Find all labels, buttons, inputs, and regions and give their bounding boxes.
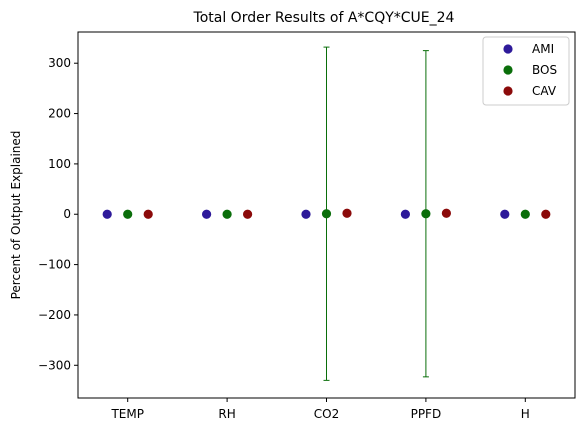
data-point-bos — [222, 209, 232, 219]
legend-label: AMI — [532, 42, 554, 56]
data-point-bos — [123, 209, 133, 219]
legend: AMI BOS CAV — [482, 36, 570, 106]
y-tick-label: −300 — [38, 358, 71, 372]
y-axis-label: Percent of Output Explained — [9, 131, 23, 300]
x-tick-label: RH — [218, 407, 235, 421]
ticks-layer: −300 −200 −100 0 100 200 300 TEMP RH CO2 PPFD H — [38, 56, 530, 421]
plot-frame — [77, 31, 576, 399]
legend-marker-ami — [503, 44, 513, 54]
y-tick-label: 200 — [48, 107, 71, 121]
legend-marker-cav — [503, 86, 513, 96]
data-point-bos — [520, 209, 530, 219]
data-point-ami — [301, 209, 311, 219]
y-tick-label: 100 — [48, 157, 71, 171]
data-point-ami — [102, 209, 112, 219]
y-tick-label: 0 — [63, 207, 71, 221]
legend-marker-bos — [503, 65, 513, 75]
data-point-ami — [202, 209, 212, 219]
chart-title: Total Order Results of A*CQY*CUE_24 — [193, 10, 455, 26]
legend-label: CAV — [532, 84, 557, 98]
y-tick-label: −200 — [38, 308, 71, 322]
legend-box — [482, 36, 570, 106]
data-point-bos — [421, 209, 431, 219]
data-point-cav — [441, 208, 451, 218]
legend-label: BOS — [532, 63, 557, 77]
data-point-cav — [143, 209, 153, 219]
data-point-cav — [243, 209, 253, 219]
points-layer — [102, 208, 551, 219]
data-point-cav — [342, 208, 352, 218]
data-point-ami — [500, 209, 510, 219]
data-point-bos — [321, 209, 332, 219]
y-tick-label: −100 — [38, 258, 71, 272]
x-tick-label: TEMP — [110, 407, 144, 421]
x-tick-label: PPFD — [411, 407, 442, 421]
x-tick-label: CO2 — [314, 407, 339, 421]
data-point-cav — [541, 209, 551, 219]
y-tick-label: 300 — [48, 56, 71, 70]
x-tick-label: H — [521, 407, 530, 421]
data-point-ami — [400, 209, 410, 219]
